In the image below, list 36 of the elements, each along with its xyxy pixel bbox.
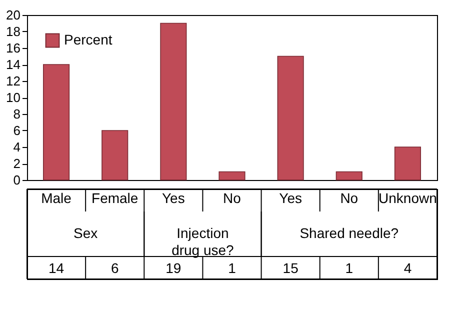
x-tick-label: Yes bbox=[279, 190, 302, 206]
bar bbox=[394, 146, 421, 180]
y-tick-label: 16 bbox=[6, 40, 20, 56]
text: Sex bbox=[74, 225, 98, 241]
data-label: 15 bbox=[282, 260, 299, 276]
bar bbox=[277, 56, 304, 180]
data-label: 4 bbox=[404, 260, 412, 276]
y-tick-label: 4 bbox=[13, 140, 20, 154]
bar bbox=[102, 130, 128, 180]
bar bbox=[160, 22, 187, 180]
bar bbox=[43, 64, 70, 180]
text: Shared needle? bbox=[300, 225, 399, 241]
y-tick-label: 2 bbox=[13, 156, 20, 171]
data-label: 1 bbox=[228, 260, 236, 276]
y-tick-label: 12 bbox=[6, 74, 20, 88]
bar bbox=[336, 171, 362, 180]
y-tick-label: 0 bbox=[13, 172, 20, 188]
y-tick-label: 8 bbox=[13, 106, 20, 122]
x-tick-label: No bbox=[340, 190, 358, 206]
y-tick-label: 20 bbox=[6, 8, 20, 22]
y-tick-label: 14 bbox=[6, 57, 20, 72]
x-tick-label: Yes bbox=[162, 190, 185, 206]
x-tick-label: Female bbox=[92, 190, 138, 206]
data-label: 6 bbox=[110, 260, 119, 276]
text: Injection drug use? bbox=[172, 225, 234, 258]
bar bbox=[218, 171, 246, 180]
y-tick-label: 10 bbox=[6, 90, 20, 105]
y-tick-label: 6 bbox=[13, 123, 20, 138]
data-label: 1 bbox=[345, 260, 354, 276]
y-tick-label: 18 bbox=[6, 24, 20, 39]
x-tick-label: Unknown bbox=[378, 190, 437, 206]
data-label: 14 bbox=[48, 260, 64, 276]
data-label: 19 bbox=[166, 260, 182, 276]
legend-label: Percent bbox=[64, 32, 112, 48]
x-tick-label: Male bbox=[41, 190, 72, 206]
x-tick-label: No bbox=[223, 190, 242, 206]
